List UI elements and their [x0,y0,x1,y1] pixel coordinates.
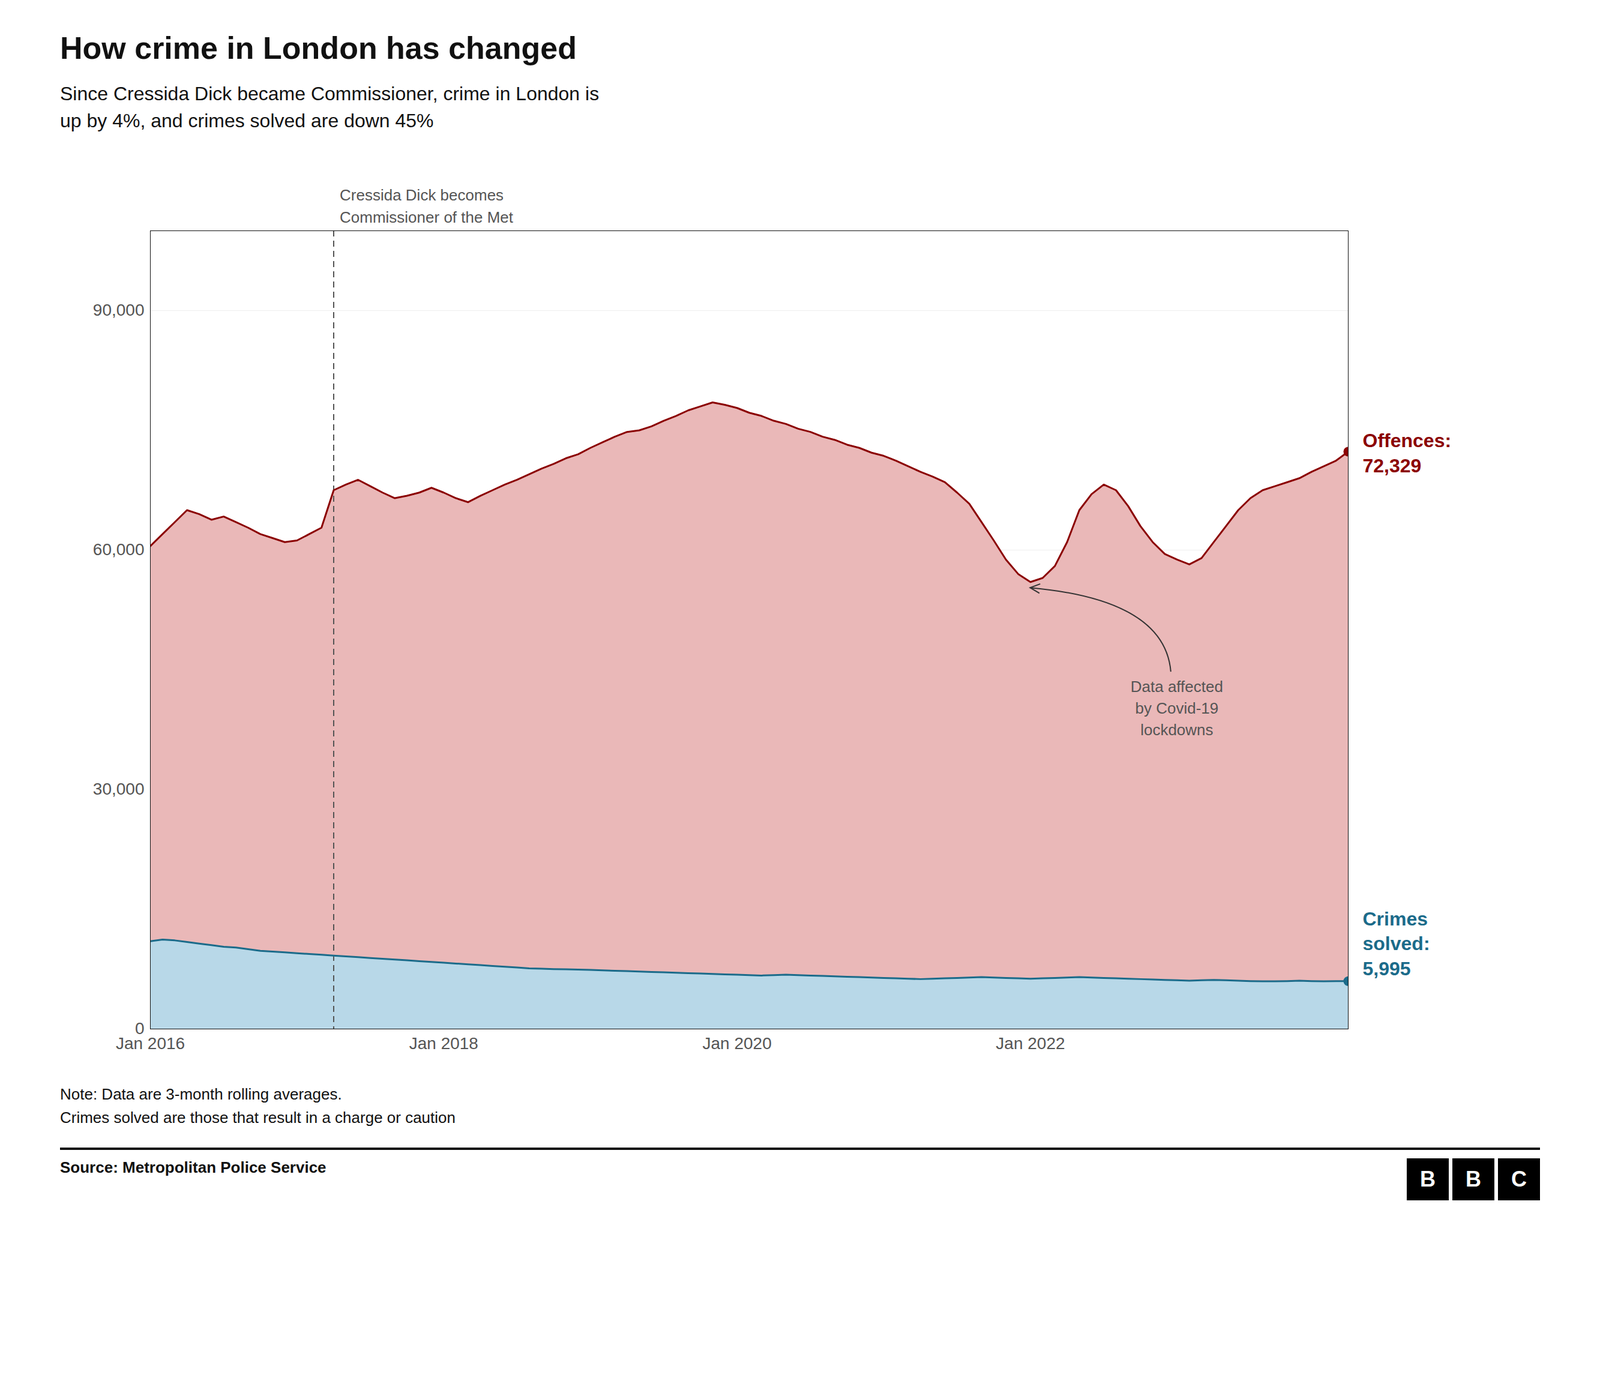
svg-text:60,000: 60,000 [93,540,145,559]
svg-text:Jan 2022: Jan 2022 [995,1034,1065,1053]
svg-text:Jan 2020: Jan 2020 [702,1034,772,1053]
html-text:B: B [1465,1166,1482,1192]
html-text:How crime in London has change: How crime in London has changed [60,30,577,66]
svg-text:Cressida Dick becomesCommissio: Cressida Dick becomesCommissioner of the… [339,186,514,226]
svg-text:Jan 2016: Jan 2016 [115,1034,185,1053]
svg-text:90,000: 90,000 [93,300,145,320]
html-text:C: C [1511,1166,1527,1192]
svg-text:Data affectedby Covid-19lockdo: Data affectedby Covid-19lockdowns [1130,676,1224,739]
svg-text:0: 0 [134,1019,145,1038]
svg-text:Crimessolved:5,995: Crimessolved:5,995 [1362,907,1431,979]
html-text:B: B [1419,1166,1436,1192]
svg-text:Offences:72,329: Offences:72,329 [1362,429,1452,477]
html-text:Source: Metropolitan Police Se: Source: Metropolitan Police Service [60,1158,327,1177]
html-text:Note: Data are 3-month rolling: Note: Data are 3-month rolling averages.… [60,1084,456,1127]
svg-text:Jan 2018: Jan 2018 [409,1034,479,1053]
html-text:Since Cressida Dick became Com: Since Cressida Dick became Commissioner,… [60,82,600,132]
svg-text:30,000: 30,000 [93,779,145,799]
